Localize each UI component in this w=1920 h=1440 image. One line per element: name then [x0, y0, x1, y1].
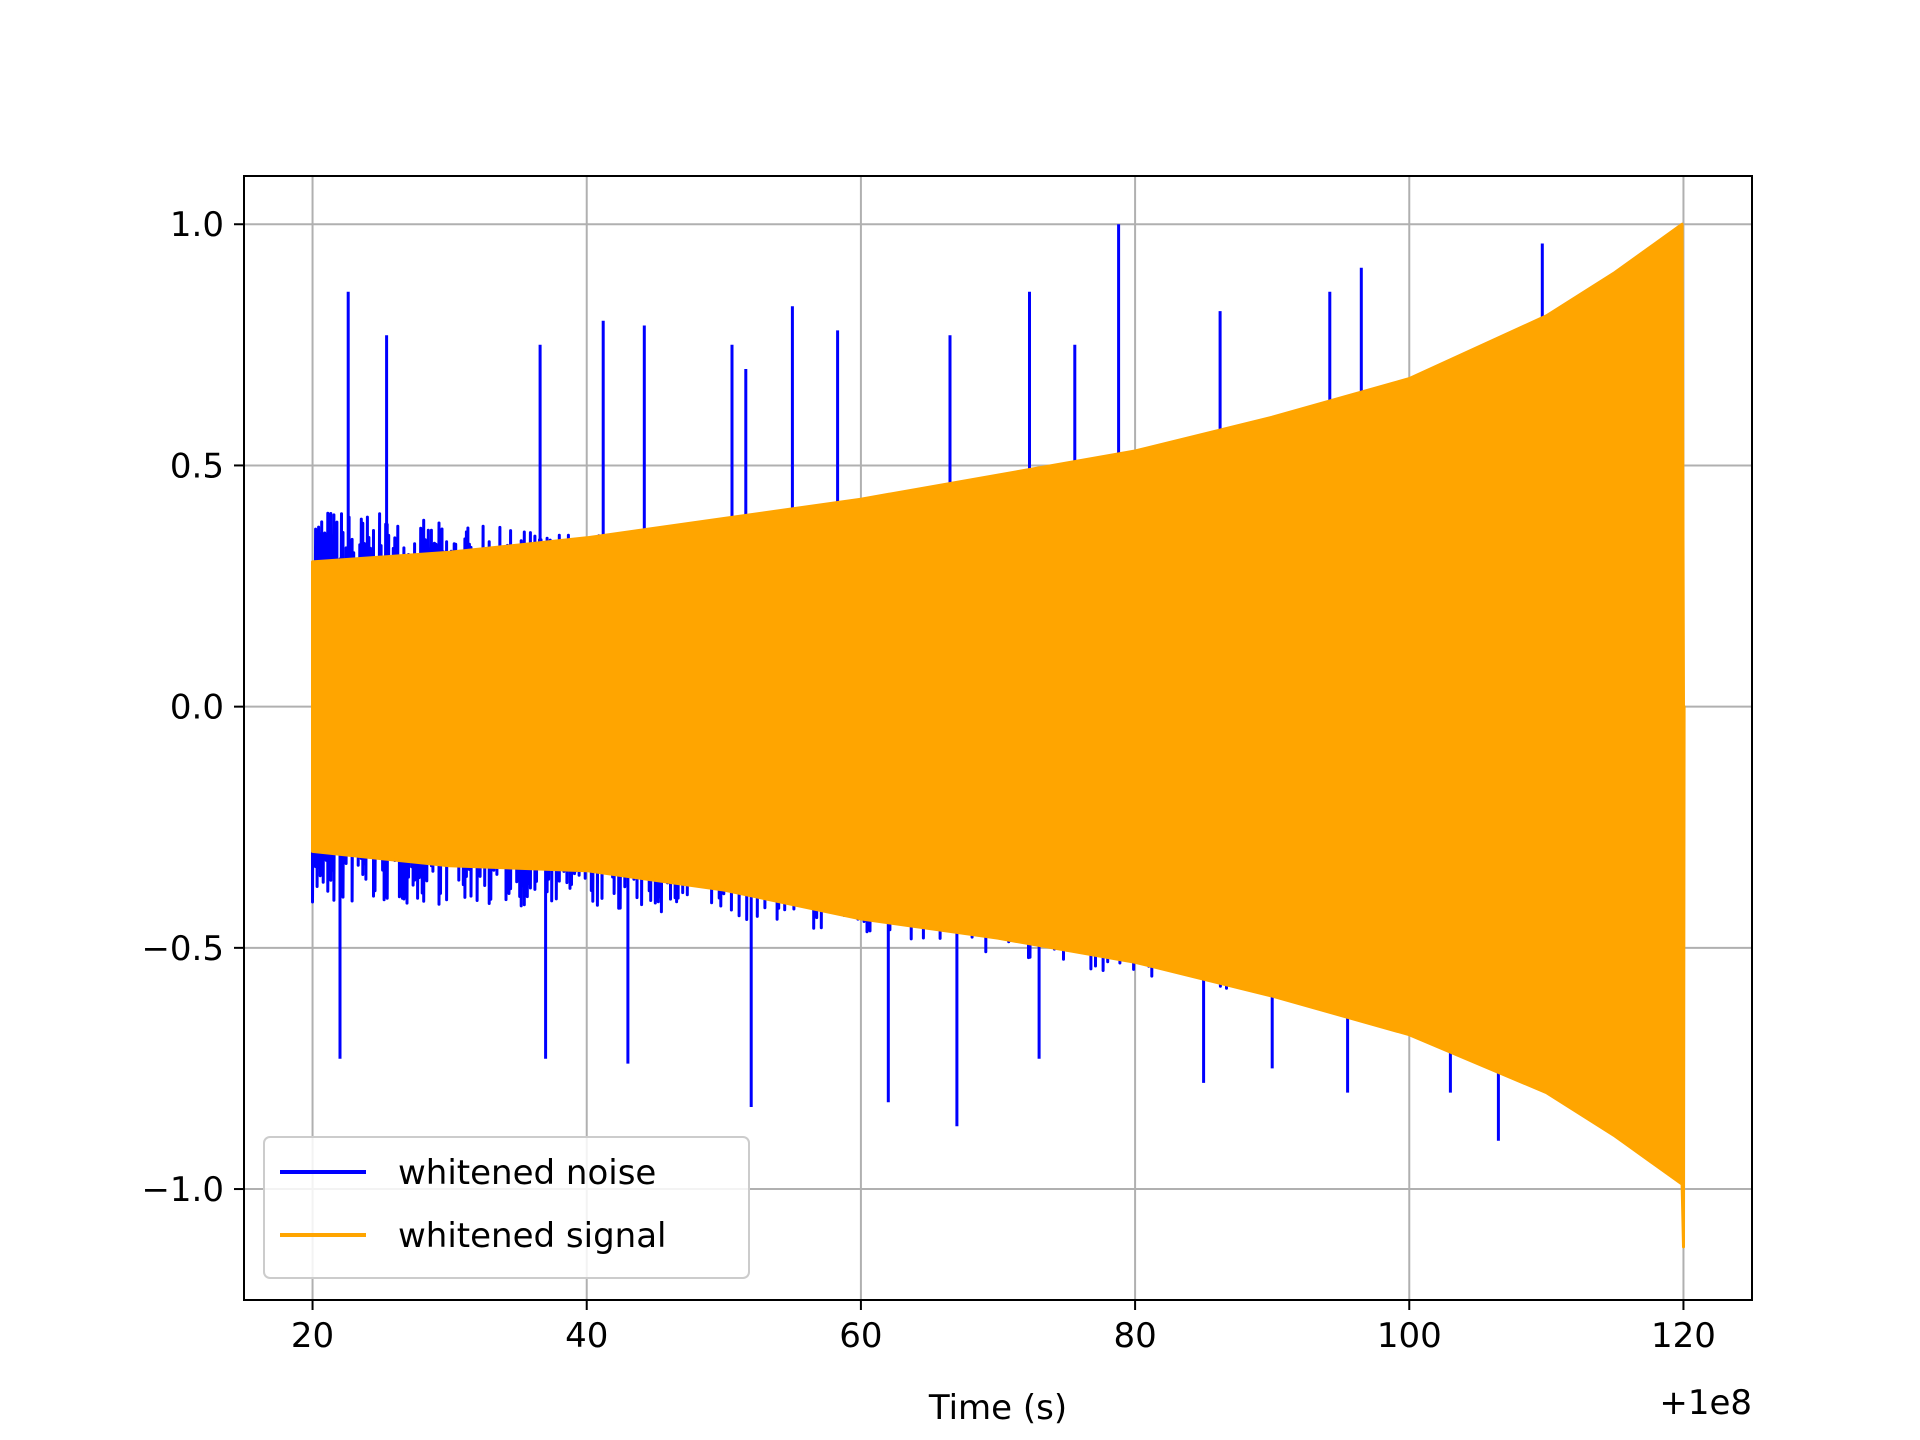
- legend-label-signal: whitened signal: [398, 1216, 666, 1256]
- y-tick-label: −1.0: [141, 1170, 224, 1210]
- y-tick-label: −0.5: [141, 929, 224, 969]
- data-layer: [311, 222, 1686, 1249]
- legend: whitened noise whitened signal: [263, 1136, 750, 1279]
- legend-label-noise: whitened noise: [398, 1153, 656, 1193]
- x-tick-label: 40: [565, 1316, 608, 1356]
- axis-ticks: 20 40 60 80 100 120 1.0 0.5 0.0 −0.5 −1.0: [141, 205, 1715, 1356]
- y-tick-label: 0.5: [170, 446, 224, 486]
- x-tick-label: 100: [1377, 1316, 1442, 1356]
- series-whitened-signal-band: [311, 222, 1686, 1249]
- y-tick-label: 1.0: [170, 205, 224, 245]
- plot-frame: [243, 175, 1753, 1301]
- x-tick-label: 120: [1651, 1316, 1716, 1356]
- y-tick-label: 0.0: [170, 688, 224, 728]
- x-tick-label: 20: [291, 1316, 334, 1356]
- x-tick-label: 60: [839, 1316, 882, 1356]
- legend-box: [263, 1136, 750, 1279]
- x-axis-offset: +1e8: [1659, 1383, 1752, 1423]
- x-axis-label: Time (s): [928, 1388, 1067, 1428]
- x-tick-label: 80: [1113, 1316, 1156, 1356]
